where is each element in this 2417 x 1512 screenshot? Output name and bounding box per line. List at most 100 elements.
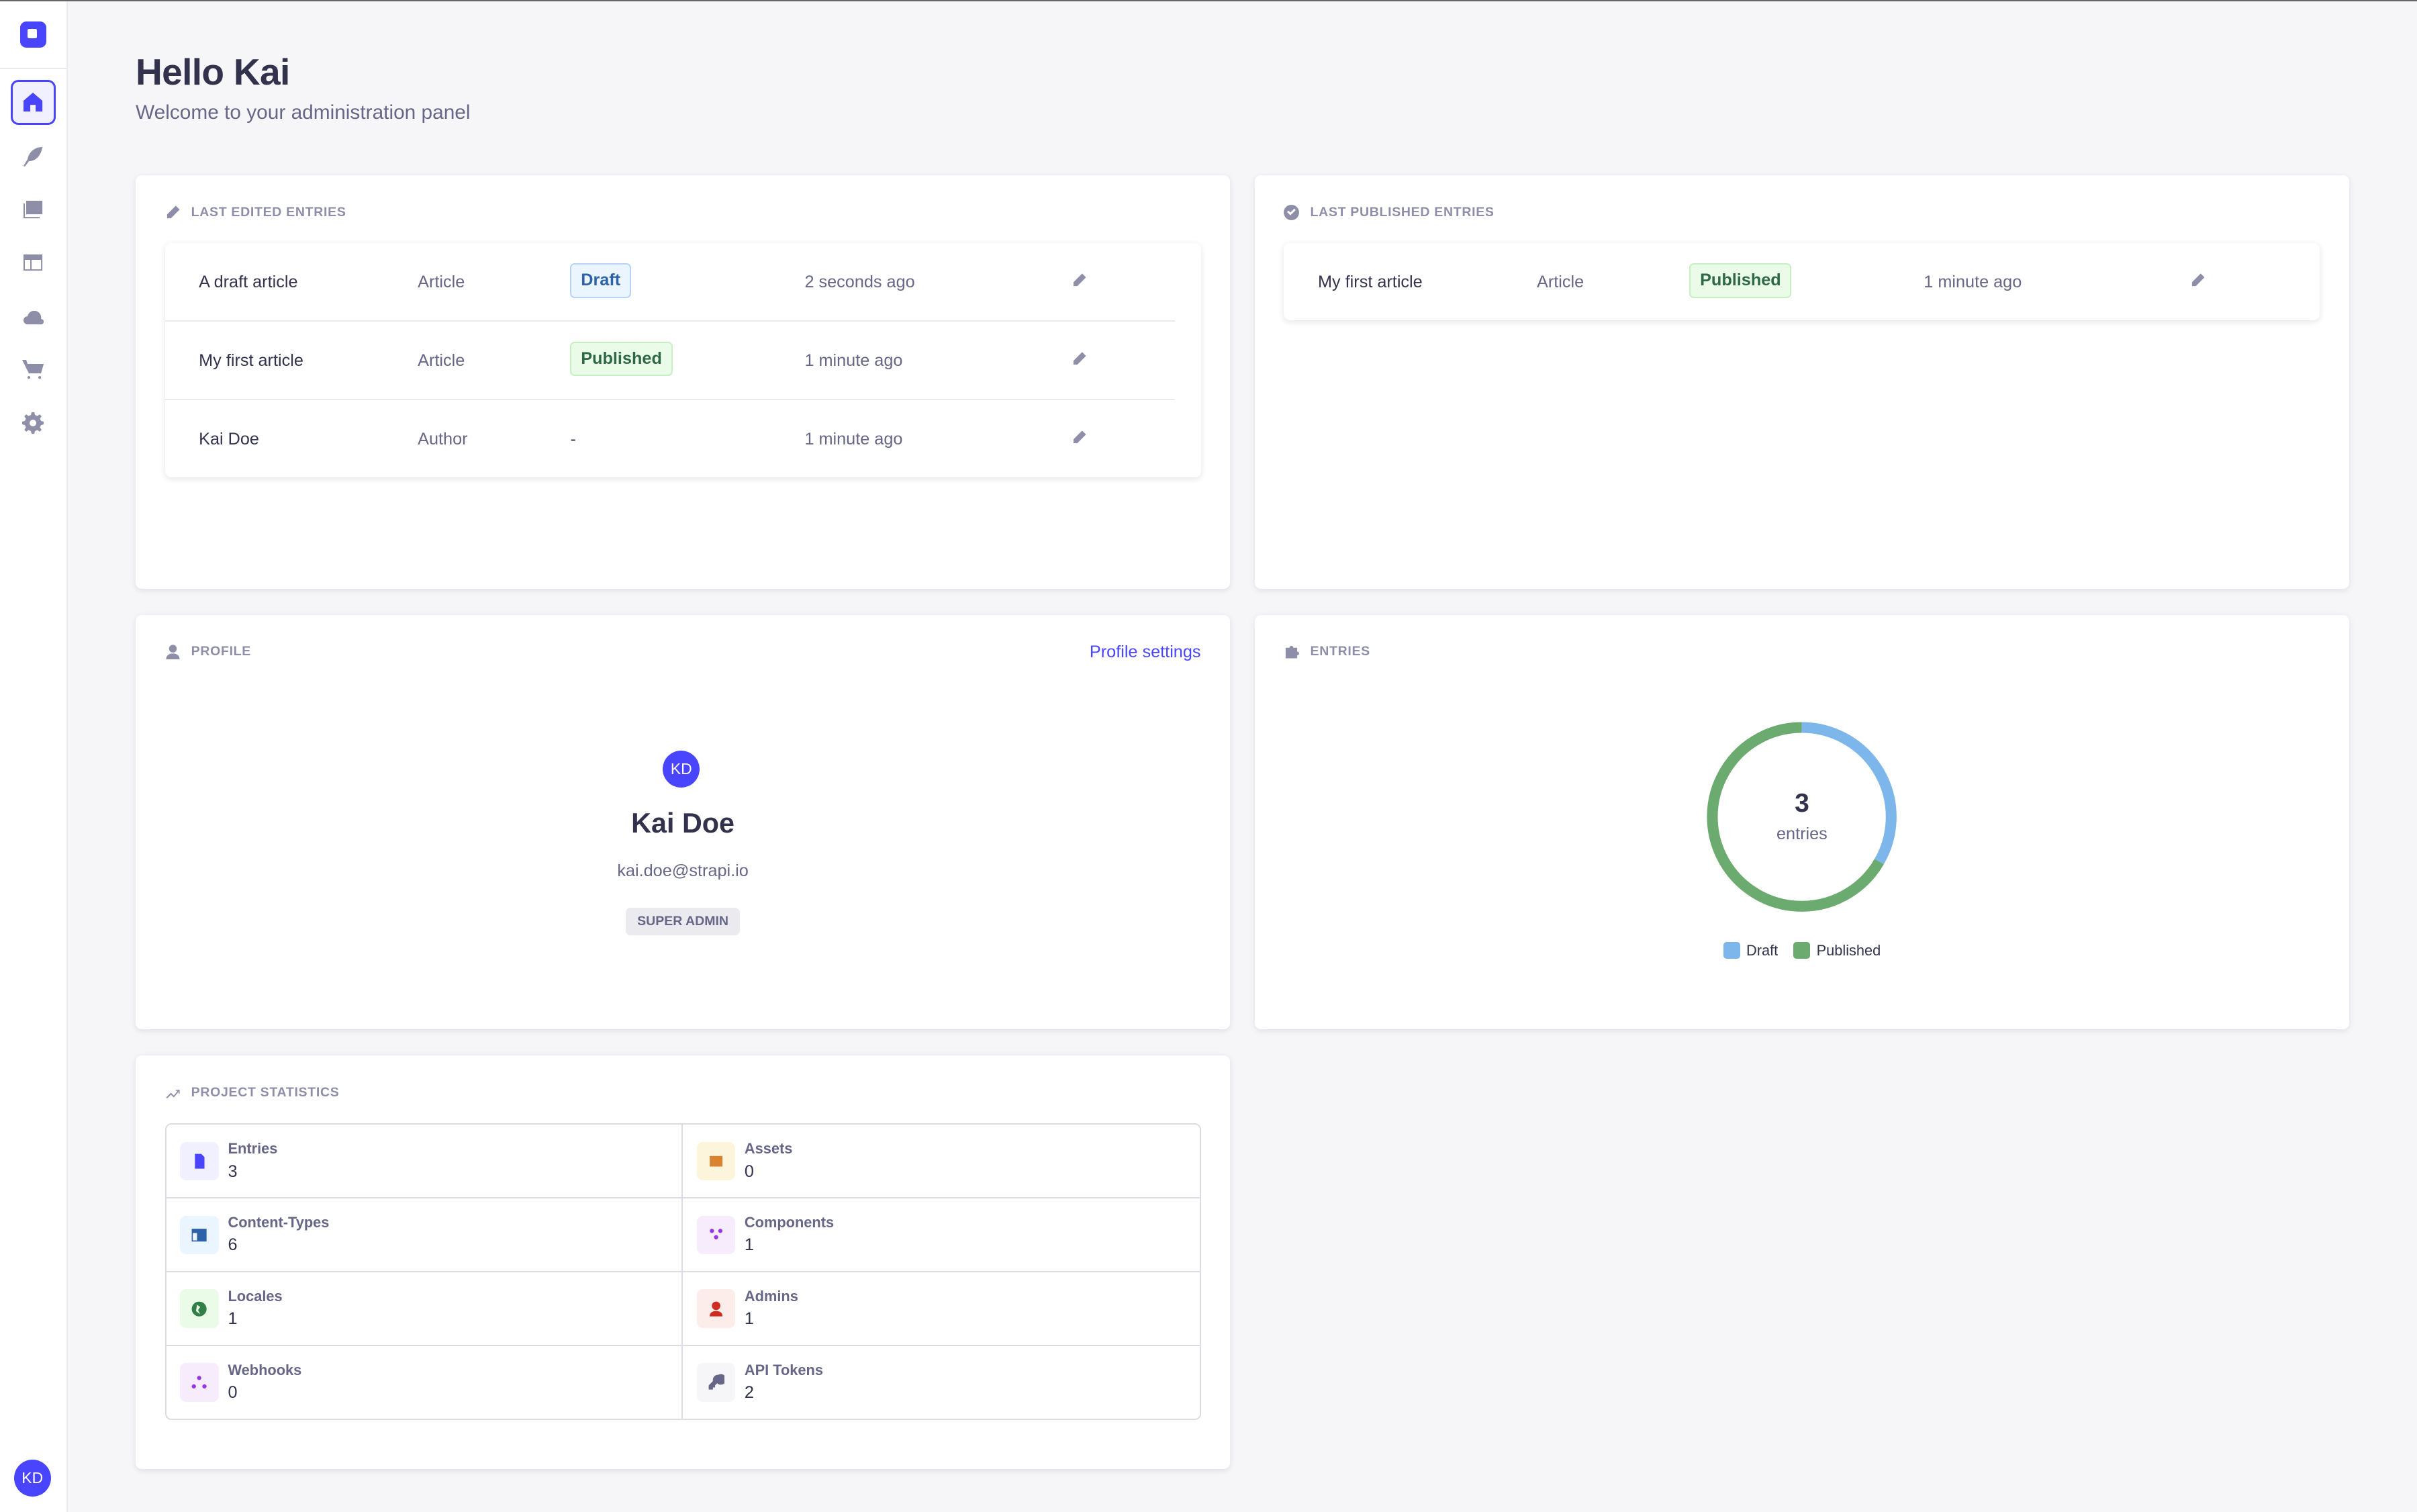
- card-title: ENTRIES: [1310, 644, 1370, 659]
- edit-button[interactable]: [2190, 273, 2206, 293]
- stat-api-tokens: API Tokens 2: [683, 1346, 1199, 1419]
- entry-time: 2 seconds ago: [804, 273, 915, 292]
- donut-slice-draft: [1801, 722, 1897, 865]
- legend-swatch: [1723, 941, 1740, 959]
- profile-card: PROFILE Profile settings KD Kai Doe kai.…: [136, 614, 1231, 1030]
- stat-webhooks: Webhooks 0: [167, 1346, 683, 1419]
- webhook-icon: [180, 1363, 219, 1402]
- statistics-grid: Entries 3 Assets 0 Content-Types 6 Compo…: [164, 1123, 1201, 1421]
- table-row[interactable]: Kai Doe Author - 1 minute ago: [165, 400, 1175, 477]
- stat-admins: Admins 1: [683, 1272, 1200, 1347]
- legend-label: Published: [1816, 941, 1881, 959]
- stat-components: Components 1: [683, 1198, 1200, 1273]
- pencil-icon: [1073, 352, 1086, 365]
- nav-home[interactable]: [11, 80, 56, 125]
- status-badge: Draft: [570, 263, 631, 298]
- card-title: LAST EDITED ENTRIES: [191, 205, 346, 220]
- table-row[interactable]: My first article Article Published 1 min…: [1284, 243, 2293, 320]
- stat-locales: Locales 1: [166, 1272, 683, 1347]
- trend-up-icon: [166, 1090, 180, 1099]
- entry-time: 1 minute ago: [1924, 273, 2022, 292]
- edit-button[interactable]: [1072, 430, 1087, 450]
- status-badge: Published: [1689, 263, 1792, 298]
- cloud-icon: [23, 311, 44, 325]
- entries-table: A draft article Article Draft 2 seconds …: [164, 243, 1201, 477]
- check-circle-icon: [1284, 205, 1300, 221]
- cart-icon: [22, 359, 44, 379]
- card-title: LAST PUBLISHED ENTRIES: [1310, 205, 1495, 220]
- divider: [0, 67, 66, 69]
- stat-content-types: Content-Types 6: [166, 1198, 683, 1273]
- entries-total: 3: [1795, 789, 1809, 818]
- stat-entries: Entries 3: [166, 1125, 683, 1199]
- chart-legend: Draft Published: [1255, 942, 2349, 959]
- profile-email: kai.doe@strapi.io: [617, 861, 749, 881]
- status-badge: Published: [570, 342, 673, 377]
- last-published-card: LAST PUBLISHED ENTRIES My first article …: [1254, 175, 2349, 589]
- entry-time: 1 minute ago: [804, 429, 903, 448]
- puzzle-icon: [696, 1215, 736, 1254]
- entry-name: My first article: [199, 350, 303, 370]
- stat-assets: Assets 0: [683, 1125, 1200, 1199]
- stat-label: Entries: [228, 1140, 278, 1157]
- edit-button[interactable]: [1072, 273, 1087, 293]
- nav-content-manager[interactable]: [11, 134, 56, 179]
- table-row[interactable]: My first article Article Published 1 min…: [164, 322, 1175, 401]
- pencil-icon: [167, 205, 180, 219]
- entry-name: My first article: [1317, 273, 1423, 292]
- gear-icon: [22, 412, 44, 434]
- stat-value: 1: [744, 1309, 754, 1329]
- last-edited-card: LAST EDITED ENTRIES A draft article Arti…: [136, 175, 1231, 589]
- project-statistics-card: PROJECT STATISTICS Entries 3 Assets 0 Co…: [136, 1055, 1231, 1469]
- stat-value: 0: [228, 1383, 238, 1403]
- stat-value: 1: [228, 1309, 238, 1329]
- card-title: PROJECT STATISTICS: [191, 1085, 340, 1100]
- nav-media-library[interactable]: [11, 187, 56, 232]
- entry-type: Article: [418, 350, 465, 370]
- user-icon: [696, 1289, 736, 1328]
- stat-label: Locales: [228, 1288, 283, 1305]
- puzzle-icon: [1286, 646, 1300, 659]
- entry-type: Article: [1537, 273, 1584, 292]
- home-icon: [23, 93, 43, 112]
- legend-label: Draft: [1746, 941, 1779, 959]
- nav-cloud[interactable]: [11, 294, 56, 339]
- sidebar: KD: [0, 1, 68, 1512]
- stat-label: Webhooks: [228, 1362, 302, 1379]
- file-icon: [180, 1141, 219, 1181]
- stat-value: 2: [744, 1383, 754, 1403]
- user-avatar[interactable]: KD: [13, 1459, 51, 1497]
- user-icon: [166, 645, 180, 660]
- donut-slice-published: [1707, 722, 1885, 912]
- image-icon: [696, 1141, 736, 1181]
- legend-item: Draft: [1723, 941, 1779, 959]
- profile-name: Kai Doe: [631, 807, 734, 839]
- nav-marketplace[interactable]: [11, 346, 56, 391]
- entry-type: Article: [418, 273, 465, 292]
- page-title: Hello Kai: [136, 51, 290, 93]
- pencil-icon: [1073, 430, 1086, 443]
- globe-icon: [180, 1289, 219, 1328]
- status-badge: -: [570, 429, 576, 448]
- stat-label: Content-Types: [228, 1214, 330, 1231]
- entries-card: ENTRIES 3 entries Draft Published: [1254, 614, 2349, 1030]
- edit-button[interactable]: [1072, 351, 1087, 371]
- legend-item: Published: [1793, 942, 1881, 959]
- table-row[interactable]: A draft article Article Draft 2 seconds …: [164, 243, 1175, 322]
- feather-icon: [23, 146, 43, 167]
- entry-name: Kai Doe: [199, 429, 259, 448]
- legend-swatch: [1793, 941, 1811, 959]
- nav-content-type-builder[interactable]: [11, 240, 56, 285]
- strapi-logo[interactable]: [19, 21, 46, 48]
- entry-type: Author: [418, 429, 468, 448]
- stat-value: 0: [744, 1162, 754, 1181]
- stat-label: Assets: [744, 1140, 793, 1157]
- role-badge: SUPER ADMIN: [626, 907, 741, 936]
- layout-icon: [23, 254, 43, 271]
- nav-settings[interactable]: [11, 401, 56, 446]
- layout-icon: [180, 1215, 219, 1254]
- stat-value: 6: [228, 1235, 238, 1255]
- profile-settings-link[interactable]: Profile settings: [1089, 643, 1201, 662]
- stat-value: 1: [744, 1235, 754, 1255]
- entries-donut-chart: [1707, 722, 1897, 912]
